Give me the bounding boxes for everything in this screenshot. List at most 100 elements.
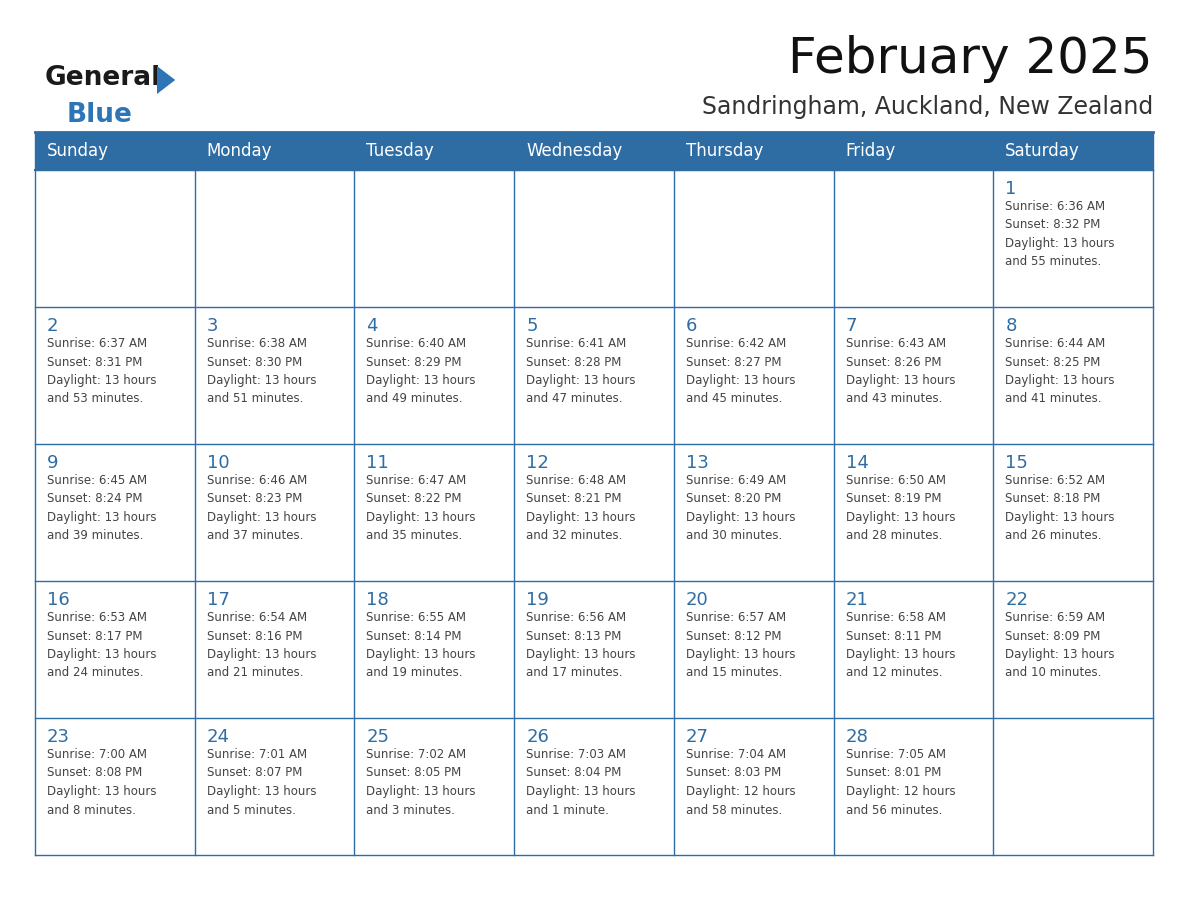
Text: Blue: Blue <box>67 102 133 128</box>
Text: Daylight: 13 hours: Daylight: 13 hours <box>1005 237 1114 250</box>
Bar <box>34 170 1154 307</box>
Text: Sunrise: 6:36 AM: Sunrise: 6:36 AM <box>1005 200 1105 213</box>
Text: 15: 15 <box>1005 454 1028 472</box>
Text: and 1 minute.: and 1 minute. <box>526 803 609 816</box>
Text: and 53 minutes.: and 53 minutes. <box>48 393 144 406</box>
Text: Sunset: 8:28 PM: Sunset: 8:28 PM <box>526 355 621 368</box>
Text: and 32 minutes.: and 32 minutes. <box>526 530 623 543</box>
Text: and 37 minutes.: and 37 minutes. <box>207 530 303 543</box>
Text: 17: 17 <box>207 591 229 609</box>
Text: Daylight: 13 hours: Daylight: 13 hours <box>846 648 955 661</box>
Text: Sunrise: 6:50 AM: Sunrise: 6:50 AM <box>846 474 946 487</box>
Text: Daylight: 12 hours: Daylight: 12 hours <box>685 785 796 798</box>
Text: and 51 minutes.: and 51 minutes. <box>207 393 303 406</box>
Bar <box>34 444 1154 581</box>
Text: 25: 25 <box>366 728 390 746</box>
Text: Sunrise: 6:58 AM: Sunrise: 6:58 AM <box>846 611 946 624</box>
Text: Wednesday: Wednesday <box>526 142 623 160</box>
Text: 5: 5 <box>526 317 538 335</box>
Text: Friday: Friday <box>846 142 896 160</box>
Text: Sunrise: 6:52 AM: Sunrise: 6:52 AM <box>1005 474 1105 487</box>
Text: Daylight: 13 hours: Daylight: 13 hours <box>846 511 955 524</box>
Text: Daylight: 13 hours: Daylight: 13 hours <box>1005 648 1114 661</box>
Text: Sunrise: 6:47 AM: Sunrise: 6:47 AM <box>366 474 467 487</box>
Text: Daylight: 13 hours: Daylight: 13 hours <box>846 374 955 387</box>
Text: Sunrise: 6:44 AM: Sunrise: 6:44 AM <box>1005 337 1106 350</box>
Text: and 8 minutes.: and 8 minutes. <box>48 803 135 816</box>
Text: 9: 9 <box>48 454 58 472</box>
Text: Sunset: 8:25 PM: Sunset: 8:25 PM <box>1005 355 1100 368</box>
Text: Sunset: 8:26 PM: Sunset: 8:26 PM <box>846 355 941 368</box>
Text: Monday: Monday <box>207 142 272 160</box>
Text: Sunset: 8:09 PM: Sunset: 8:09 PM <box>1005 630 1100 643</box>
Text: Sunday: Sunday <box>48 142 109 160</box>
Text: and 5 minutes.: and 5 minutes. <box>207 803 296 816</box>
Text: Sunset: 8:18 PM: Sunset: 8:18 PM <box>1005 492 1100 506</box>
Text: and 47 minutes.: and 47 minutes. <box>526 393 623 406</box>
Text: Daylight: 13 hours: Daylight: 13 hours <box>48 511 157 524</box>
Text: Sunset: 8:05 PM: Sunset: 8:05 PM <box>366 767 462 779</box>
Text: 10: 10 <box>207 454 229 472</box>
Text: 13: 13 <box>685 454 709 472</box>
Text: and 15 minutes.: and 15 minutes. <box>685 666 782 679</box>
Text: General: General <box>45 65 162 91</box>
Text: Sunset: 8:12 PM: Sunset: 8:12 PM <box>685 630 782 643</box>
Text: Sandringham, Auckland, New Zealand: Sandringham, Auckland, New Zealand <box>702 95 1154 119</box>
Text: Daylight: 13 hours: Daylight: 13 hours <box>207 511 316 524</box>
Text: and 26 minutes.: and 26 minutes. <box>1005 530 1101 543</box>
Text: Sunset: 8:03 PM: Sunset: 8:03 PM <box>685 767 781 779</box>
Text: and 30 minutes.: and 30 minutes. <box>685 530 782 543</box>
Text: and 39 minutes.: and 39 minutes. <box>48 530 144 543</box>
Text: Sunrise: 6:55 AM: Sunrise: 6:55 AM <box>366 611 467 624</box>
Text: Sunrise: 6:53 AM: Sunrise: 6:53 AM <box>48 611 147 624</box>
Text: and 49 minutes.: and 49 minutes. <box>366 393 463 406</box>
Text: 18: 18 <box>366 591 390 609</box>
Text: Daylight: 13 hours: Daylight: 13 hours <box>48 374 157 387</box>
Text: Sunrise: 6:48 AM: Sunrise: 6:48 AM <box>526 474 626 487</box>
Text: Daylight: 13 hours: Daylight: 13 hours <box>526 511 636 524</box>
Bar <box>34 307 1154 444</box>
Text: 24: 24 <box>207 728 229 746</box>
Text: and 19 minutes.: and 19 minutes. <box>366 666 463 679</box>
Text: Sunrise: 6:38 AM: Sunrise: 6:38 AM <box>207 337 307 350</box>
Bar <box>34 581 1154 718</box>
Text: Sunset: 8:08 PM: Sunset: 8:08 PM <box>48 767 143 779</box>
Text: and 43 minutes.: and 43 minutes. <box>846 393 942 406</box>
Text: Sunset: 8:23 PM: Sunset: 8:23 PM <box>207 492 302 506</box>
Text: Sunrise: 7:02 AM: Sunrise: 7:02 AM <box>366 748 467 761</box>
Text: Sunrise: 6:46 AM: Sunrise: 6:46 AM <box>207 474 307 487</box>
Text: 2: 2 <box>48 317 58 335</box>
Text: Saturday: Saturday <box>1005 142 1080 160</box>
Text: Sunrise: 6:59 AM: Sunrise: 6:59 AM <box>1005 611 1105 624</box>
Text: Daylight: 13 hours: Daylight: 13 hours <box>526 785 636 798</box>
Text: Daylight: 13 hours: Daylight: 13 hours <box>48 785 157 798</box>
Polygon shape <box>157 66 175 94</box>
Text: Daylight: 13 hours: Daylight: 13 hours <box>1005 374 1114 387</box>
Text: Sunrise: 6:40 AM: Sunrise: 6:40 AM <box>366 337 467 350</box>
Text: 27: 27 <box>685 728 709 746</box>
Text: and 28 minutes.: and 28 minutes. <box>846 530 942 543</box>
Text: Daylight: 13 hours: Daylight: 13 hours <box>366 511 476 524</box>
Text: 3: 3 <box>207 317 219 335</box>
Text: 16: 16 <box>48 591 70 609</box>
Text: 23: 23 <box>48 728 70 746</box>
Text: Sunset: 8:29 PM: Sunset: 8:29 PM <box>366 355 462 368</box>
Text: Sunrise: 7:05 AM: Sunrise: 7:05 AM <box>846 748 946 761</box>
Text: Sunset: 8:07 PM: Sunset: 8:07 PM <box>207 767 302 779</box>
Text: Sunrise: 6:42 AM: Sunrise: 6:42 AM <box>685 337 786 350</box>
Text: 21: 21 <box>846 591 868 609</box>
Text: and 56 minutes.: and 56 minutes. <box>846 803 942 816</box>
Text: Sunset: 8:32 PM: Sunset: 8:32 PM <box>1005 218 1100 231</box>
Text: Tuesday: Tuesday <box>366 142 434 160</box>
Text: 4: 4 <box>366 317 378 335</box>
Text: Sunrise: 6:45 AM: Sunrise: 6:45 AM <box>48 474 147 487</box>
Text: Sunrise: 6:56 AM: Sunrise: 6:56 AM <box>526 611 626 624</box>
Text: Daylight: 13 hours: Daylight: 13 hours <box>685 648 795 661</box>
Text: Daylight: 13 hours: Daylight: 13 hours <box>207 785 316 798</box>
Text: 8: 8 <box>1005 317 1017 335</box>
Text: and 45 minutes.: and 45 minutes. <box>685 393 782 406</box>
Text: Daylight: 13 hours: Daylight: 13 hours <box>207 648 316 661</box>
Text: Sunrise: 6:54 AM: Sunrise: 6:54 AM <box>207 611 307 624</box>
Text: Daylight: 13 hours: Daylight: 13 hours <box>526 374 636 387</box>
Text: and 55 minutes.: and 55 minutes. <box>1005 255 1101 268</box>
